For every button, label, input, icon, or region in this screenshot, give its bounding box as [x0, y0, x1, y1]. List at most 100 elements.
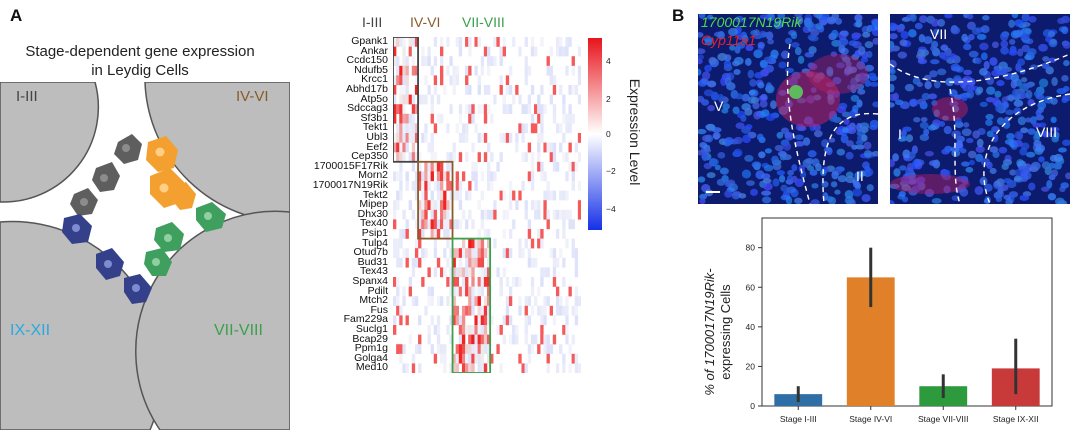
- heatmap-cell: [421, 133, 425, 143]
- heatmap-cell: [521, 363, 525, 373]
- heatmap-cell: [474, 181, 478, 191]
- heatmap-cell: [421, 248, 425, 258]
- heatmap-cell: [436, 200, 441, 210]
- heatmap-cell: [483, 85, 488, 95]
- heatmap-cell: [502, 104, 506, 114]
- heatmap-cell: [565, 334, 569, 345]
- heatmap-cell: [458, 344, 463, 354]
- heatmap-cell: [449, 248, 453, 258]
- heatmap-cell: [480, 209, 485, 220]
- heatmap-cell: [443, 353, 447, 364]
- heatmap-cell: [405, 113, 409, 124]
- heatmap-cell: [458, 181, 463, 191]
- heatmap-cell: [455, 219, 459, 230]
- heatmap-cell: [433, 161, 438, 172]
- heatmap-cell: [393, 219, 397, 230]
- heatmap-cell: [465, 190, 469, 201]
- heatmap-cell: [446, 152, 450, 162]
- heatmap-cell: [499, 325, 503, 335]
- heatmap-cell: [490, 152, 494, 162]
- gene-label: Ndufb5: [354, 63, 388, 76]
- heatmap-cell: [559, 248, 563, 258]
- tubule-top-left: [0, 82, 100, 203]
- heatmap-cell: [411, 46, 416, 57]
- heatmap-cell: [546, 209, 550, 220]
- heatmap-cell: [405, 181, 409, 191]
- heatmap-cell: [427, 85, 431, 95]
- heatmap-cell: [449, 200, 453, 210]
- heatmap-cell: [480, 171, 485, 182]
- heatmap-cell: [418, 209, 422, 220]
- heatmap-cell: [502, 209, 506, 220]
- heatmap-cell: [527, 248, 532, 258]
- heatmap-cell: [524, 65, 528, 76]
- gene-label: Sdccag3: [347, 102, 388, 115]
- heatmap-cell: [471, 334, 475, 345]
- heatmap-cell: [399, 85, 403, 95]
- heatmap-cell: [446, 229, 450, 239]
- heatmap-cell: [418, 171, 422, 182]
- heatmap-cell: [455, 353, 459, 364]
- heatmap-cell: [502, 248, 506, 258]
- heatmap-cell: [559, 190, 563, 201]
- heatmap-cell: [530, 181, 535, 191]
- heatmap-cell: [474, 65, 478, 76]
- heatmap-cell: [505, 315, 510, 326]
- schematic-stage-tr: IV-VI: [236, 88, 269, 105]
- heatmap-cell: [414, 133, 419, 143]
- heatmap-cell: [430, 229, 434, 239]
- heatmap-cell: [549, 65, 553, 76]
- heatmap-cell: [468, 353, 472, 364]
- heatmap-cell: [552, 209, 557, 220]
- heatmap-cell: [468, 334, 472, 345]
- heatmap-cell: [552, 85, 557, 95]
- heatmap-cell: [468, 37, 472, 47]
- heatmap-cell: [393, 277, 397, 287]
- heatmap-cell: [493, 37, 497, 47]
- heatmap-cell: [396, 344, 400, 354]
- heatmap-cell: [568, 85, 572, 95]
- heatmap-cell: [446, 209, 450, 220]
- heatmap-cell: [427, 56, 431, 66]
- heatmap-cell: [399, 65, 403, 76]
- heatmap-cell: [530, 257, 535, 268]
- gene-label: Dhx30: [357, 207, 388, 220]
- heatmap-cell: [465, 353, 469, 364]
- heatmap-cell: [411, 353, 416, 364]
- heatmap-cell: [512, 334, 516, 345]
- heatmap-cell: [512, 94, 516, 105]
- heatmap-cell: [508, 315, 513, 326]
- heatmap-cell: [562, 94, 566, 105]
- gene-label: Spanx4: [352, 275, 388, 287]
- heatmap-cell: [568, 219, 572, 230]
- heatmap-cell: [443, 248, 447, 258]
- heatmap-cell: [471, 344, 475, 354]
- heatmap-cell: [546, 56, 550, 66]
- heatmap-cell: [411, 267, 416, 278]
- heatmap-cell: [527, 142, 532, 153]
- heatmap-cell: [549, 305, 553, 316]
- heatmap-cell: [393, 315, 397, 326]
- heatmap-cell: [471, 363, 475, 373]
- heatmap-cell: [471, 277, 475, 287]
- gene-label: Abhd17b: [345, 83, 388, 95]
- heatmap-cell: [477, 152, 481, 162]
- heatmap-cell: [480, 334, 485, 345]
- heatmap-cell: [502, 229, 506, 239]
- heatmap-cell: [549, 75, 553, 86]
- heatmap-cell: [490, 113, 494, 124]
- heatmap-cell: [461, 353, 466, 364]
- heatmap-cell: [565, 305, 569, 316]
- heatmap-cell: [540, 334, 544, 345]
- heatmap-cell: [505, 104, 510, 114]
- heatmap-cell: [568, 113, 572, 124]
- heatmap-cell: [546, 181, 550, 191]
- heatmap-cell: [483, 229, 488, 239]
- heatmap-cell: [537, 344, 541, 354]
- heatmap-cell: [465, 277, 469, 287]
- heatmap-cell: [521, 123, 525, 134]
- heatmap-cell: [458, 248, 463, 258]
- schematic-stage-tl: I-III: [16, 88, 38, 105]
- heatmap-cell: [430, 152, 434, 162]
- heatmap-cell: [518, 46, 522, 57]
